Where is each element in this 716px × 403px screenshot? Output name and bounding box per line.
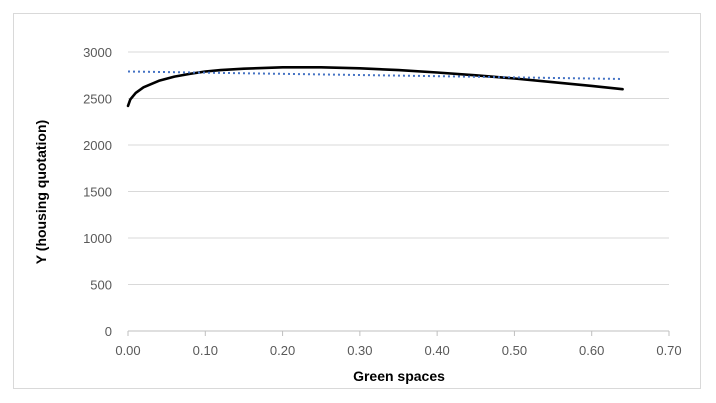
x-tick-label: 0.50 — [502, 343, 527, 358]
x-tick-label: 0.40 — [424, 343, 449, 358]
y-tick-label: 2000 — [83, 138, 112, 153]
series-layer — [126, 66, 624, 108]
y-tick-label: 1000 — [83, 231, 112, 246]
y-axis-title: Y (housing quotation) — [33, 120, 49, 264]
y-tick-label: 1500 — [83, 185, 112, 200]
y-tick-label: 2500 — [83, 92, 112, 107]
y-axis-ticks: 0 500 1000 1500 2000 2500 3000 — [83, 45, 112, 339]
data-series-line — [126, 66, 624, 108]
x-tick-label: 0.20 — [270, 343, 295, 358]
chart-frame — [13, 13, 701, 389]
x-tick-label: 0.30 — [347, 343, 372, 358]
x-axis-ticks: 0.00 0.10 0.20 0.30 0.40 0.50 0.60 0.70 — [115, 331, 682, 358]
y-tick-label: 0 — [105, 324, 112, 339]
y-tick-label: 3000 — [83, 45, 112, 60]
x-axis-title: Green spaces — [353, 368, 445, 384]
x-tick-label: 0.00 — [115, 343, 140, 358]
gridlines — [128, 51, 669, 332]
x-tick-label: 0.10 — [193, 343, 218, 358]
y-tick-label: 500 — [90, 278, 112, 293]
x-tick-label: 0.60 — [579, 343, 604, 358]
x-tick-label: 0.70 — [656, 343, 681, 358]
